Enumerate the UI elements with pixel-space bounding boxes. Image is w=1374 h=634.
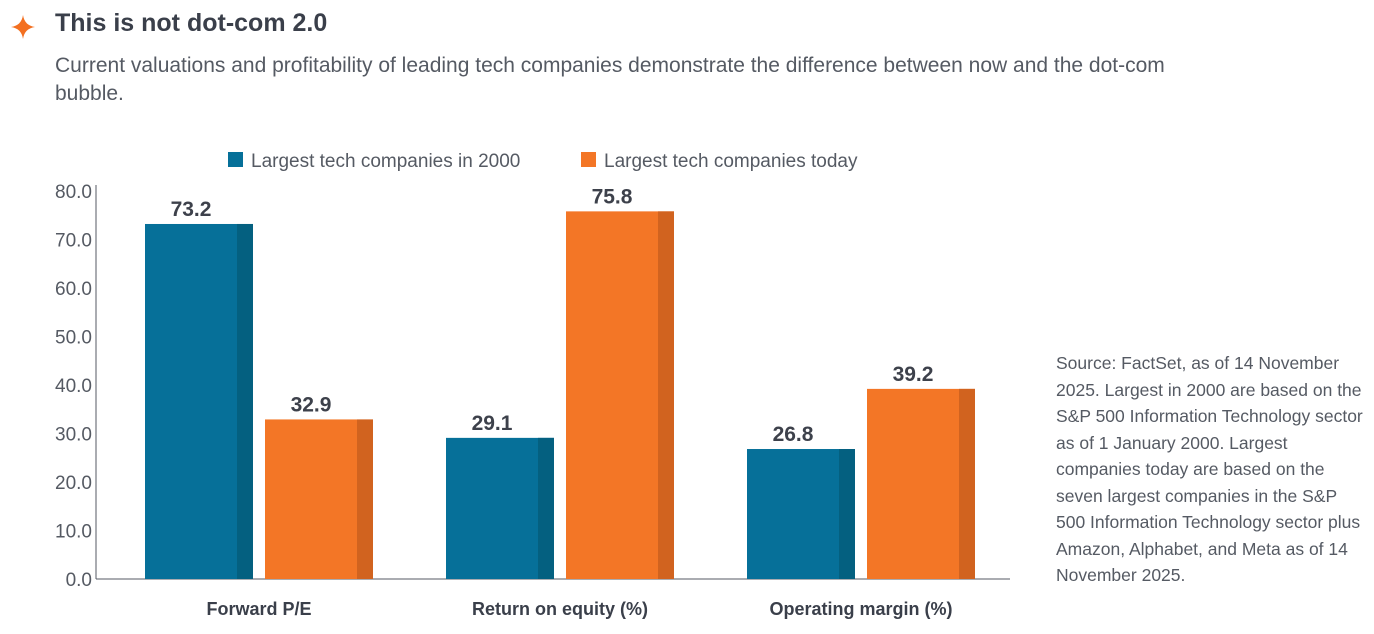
y-tick-label: 40.0 bbox=[55, 376, 92, 397]
bar-shade bbox=[959, 388, 975, 579]
bar-2000 bbox=[747, 449, 855, 579]
source-note: Source: FactSet, as of 14 November 2025.… bbox=[1056, 353, 1363, 585]
bar-2000 bbox=[446, 437, 554, 579]
chart-title: This is not dot-com 2.0 bbox=[55, 9, 328, 37]
y-tick-label: 80.0 bbox=[55, 182, 92, 203]
legend-label: Largest tech companies today bbox=[604, 151, 858, 172]
chart-subtitle: Current valuations and profitability of … bbox=[55, 54, 1165, 105]
y-tick-label: 60.0 bbox=[55, 279, 92, 300]
y-tick-label: 0.0 bbox=[66, 570, 92, 591]
legend-label: Largest tech companies in 2000 bbox=[251, 151, 520, 172]
category-label: Forward P/E bbox=[206, 599, 311, 619]
bar-shade bbox=[237, 223, 253, 580]
y-tick-label: 20.0 bbox=[55, 473, 92, 494]
y-tick-label: 30.0 bbox=[55, 425, 92, 446]
bar-shade bbox=[658, 211, 674, 579]
data-label: 29.1 bbox=[472, 412, 513, 435]
y-tick-label: 10.0 bbox=[55, 522, 92, 543]
data-label: 39.2 bbox=[893, 363, 934, 386]
bar-today bbox=[566, 211, 674, 579]
y-tick-label: 50.0 bbox=[55, 328, 92, 349]
bar-shade bbox=[538, 437, 554, 579]
data-label: 26.8 bbox=[773, 423, 814, 446]
data-label: 73.2 bbox=[171, 198, 212, 221]
category-label: Return on equity (%) bbox=[472, 599, 648, 619]
data-label: 32.9 bbox=[291, 393, 332, 416]
sparkle-icon bbox=[11, 15, 35, 39]
bar-shade bbox=[357, 419, 373, 579]
bar-shade bbox=[839, 449, 855, 579]
category-label: Operating margin (%) bbox=[769, 599, 952, 619]
bar-today bbox=[265, 419, 373, 579]
y-tick-label: 70.0 bbox=[55, 231, 92, 252]
legend-swatch bbox=[228, 152, 243, 167]
legend-swatch bbox=[581, 152, 596, 167]
bar-2000 bbox=[145, 223, 253, 580]
bar-today bbox=[867, 388, 975, 579]
data-label: 75.8 bbox=[592, 185, 633, 208]
